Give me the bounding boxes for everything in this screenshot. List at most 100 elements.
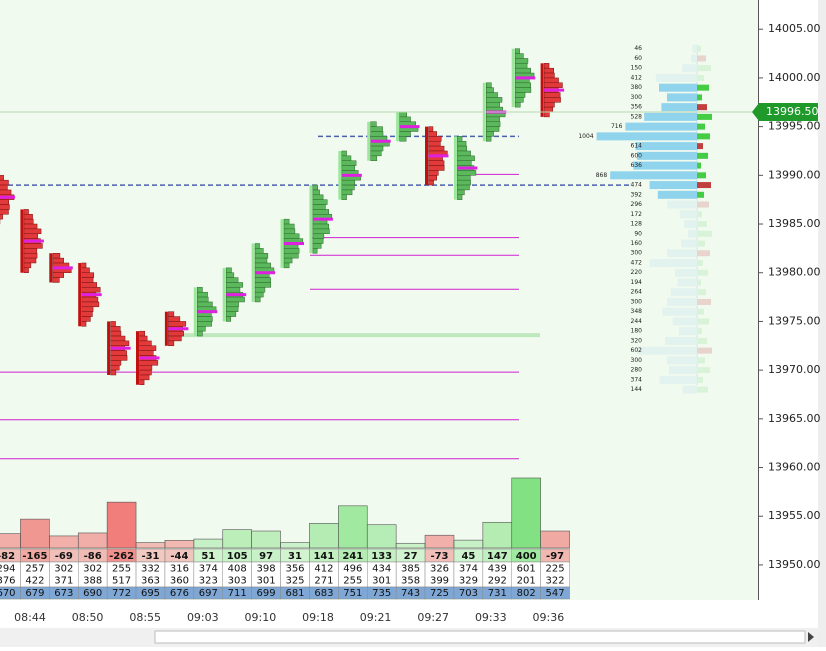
footprint-row — [341, 179, 356, 186]
table-value: 408 — [228, 563, 247, 574]
poc-bar — [428, 154, 449, 158]
footprint-row — [514, 82, 532, 88]
profile-label: 220 — [631, 269, 643, 276]
profile-delta — [697, 84, 709, 91]
profile-label: 194 — [631, 279, 643, 286]
table-cell — [540, 561, 570, 588]
footprint-row — [312, 189, 320, 196]
delta-bar — [106, 501, 137, 549]
table-value: 673 — [54, 588, 73, 599]
delta-bar — [482, 521, 513, 549]
table-value: 271 — [314, 576, 333, 587]
profile-bar — [667, 200, 697, 209]
table-value: 711 — [228, 588, 247, 599]
footprint-row — [0, 189, 12, 196]
table-value: 679 — [25, 588, 44, 599]
footprint-row — [81, 282, 97, 288]
profile-label: 296 — [631, 201, 643, 208]
footprint-row — [457, 136, 463, 142]
footprint-row — [168, 321, 187, 327]
footprint-row — [283, 223, 295, 230]
table-cell — [222, 561, 252, 588]
poc-bar — [23, 239, 44, 243]
table-value: 356 — [285, 563, 304, 574]
footprint-row — [139, 365, 153, 371]
scroll-arrow[interactable] — [808, 632, 814, 642]
profile-delta — [697, 259, 703, 266]
table-cell — [367, 561, 397, 588]
profile-bar — [644, 112, 697, 121]
profile-bar — [675, 268, 697, 277]
footprint-row — [514, 48, 520, 54]
footprint-row — [341, 165, 356, 171]
footprint-row — [225, 296, 245, 303]
price-tag — [752, 103, 818, 122]
y-tick-label: 13980.00 — [768, 266, 821, 279]
footprint-row — [139, 330, 146, 337]
footprint-row — [139, 335, 148, 342]
footprint-row — [312, 233, 325, 239]
table-value: 302 — [83, 563, 102, 574]
profile-bar — [679, 210, 697, 219]
footprint-row — [428, 165, 445, 171]
poc-bar — [370, 139, 391, 143]
table-value: 301 — [257, 576, 276, 587]
table-value: 676 — [170, 588, 189, 599]
footprint-row — [110, 321, 116, 327]
footprint-row — [139, 350, 154, 356]
table-value: 322 — [546, 576, 565, 587]
profile-label: 46 — [634, 45, 642, 52]
footprint-row — [457, 179, 471, 186]
scroll-thumb[interactable] — [154, 630, 806, 644]
footprint-row — [514, 53, 524, 59]
footprint-row — [81, 267, 90, 273]
delta-bar — [251, 530, 281, 549]
footprint-row — [197, 296, 209, 303]
footprint-row — [399, 116, 411, 123]
footprint-row — [312, 204, 326, 210]
footprint-row — [81, 262, 87, 269]
x-tick-label: 08:55 — [129, 611, 161, 624]
footprint-row — [225, 301, 239, 308]
footprint-row — [457, 194, 463, 200]
table-cell — [193, 561, 224, 588]
footprint-row — [457, 145, 468, 152]
footprint-row — [0, 199, 9, 205]
x-tick-label: 08:50 — [72, 611, 104, 624]
table-value: 133 — [371, 551, 392, 562]
table-value: 303 — [228, 576, 247, 587]
footprint-row — [486, 102, 500, 108]
footprint-row — [197, 287, 203, 293]
table-value: 412 — [314, 563, 333, 574]
footprint-row — [23, 218, 34, 225]
x-tick-label: 09:18 — [302, 611, 334, 624]
poc-bar — [0, 195, 15, 199]
table-value: 301 — [372, 576, 391, 587]
footprint-row — [457, 160, 472, 166]
profile-label: 636 — [631, 162, 643, 169]
table-value: 517 — [112, 576, 131, 587]
footprint-row — [139, 379, 145, 385]
delta-bar — [453, 539, 484, 549]
delta-bar — [20, 518, 50, 549]
profile-label: 300 — [631, 357, 643, 364]
footprint-row — [0, 209, 9, 215]
table-value: 141 — [313, 551, 334, 562]
profile-delta — [697, 357, 705, 364]
footprint-row — [197, 326, 206, 332]
table-value: 422 — [25, 576, 44, 587]
table-value: 323 — [199, 576, 218, 587]
table-cell — [20, 561, 50, 588]
table-value: 400 — [516, 551, 537, 562]
table-value: 294 — [0, 563, 16, 574]
table-value: 695 — [141, 588, 160, 599]
table-value: 703 — [459, 588, 478, 599]
profile-label: 144 — [631, 386, 643, 393]
footprint-row — [486, 121, 501, 127]
footprint-row — [341, 150, 347, 157]
footprint-row — [428, 170, 439, 176]
footprint-row — [514, 58, 529, 64]
footprint-row — [23, 228, 42, 235]
footprint-row — [543, 67, 554, 74]
footprint-row — [428, 140, 441, 147]
